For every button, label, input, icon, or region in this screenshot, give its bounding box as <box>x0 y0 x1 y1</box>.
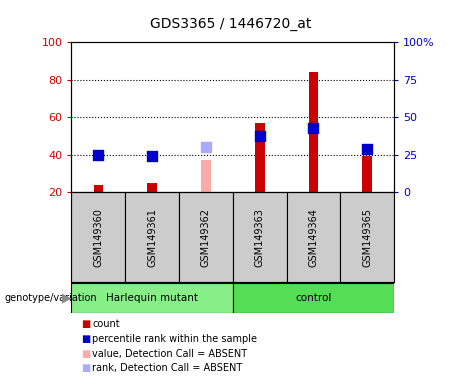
Text: GDS3365 / 1446720_at: GDS3365 / 1446720_at <box>150 17 311 31</box>
Bar <box>255 123 265 192</box>
Text: count: count <box>92 319 120 329</box>
Point <box>256 133 263 139</box>
Text: ▶: ▶ <box>62 291 71 305</box>
Text: ■: ■ <box>81 363 90 373</box>
Bar <box>71 192 125 282</box>
Bar <box>71 283 233 313</box>
Bar <box>233 192 287 282</box>
Bar <box>233 283 394 313</box>
Bar <box>201 160 211 192</box>
Bar <box>148 183 157 192</box>
Text: GSM149362: GSM149362 <box>201 208 211 266</box>
Point <box>202 144 210 150</box>
Text: genotype/variation: genotype/variation <box>5 293 97 303</box>
Text: ■: ■ <box>81 349 90 359</box>
Text: GSM149360: GSM149360 <box>93 208 103 266</box>
Bar <box>179 192 233 282</box>
Point <box>364 146 371 152</box>
Point <box>148 153 156 159</box>
Text: rank, Detection Call = ABSENT: rank, Detection Call = ABSENT <box>92 363 242 373</box>
Bar <box>309 72 318 192</box>
Bar <box>340 192 394 282</box>
Bar <box>287 192 340 282</box>
Point <box>95 152 102 158</box>
Bar <box>362 156 372 192</box>
Text: GSM149363: GSM149363 <box>254 208 265 266</box>
Point <box>310 125 317 131</box>
Text: ■: ■ <box>81 319 90 329</box>
Text: GSM149365: GSM149365 <box>362 208 372 266</box>
Text: GSM149361: GSM149361 <box>147 208 157 266</box>
Text: percentile rank within the sample: percentile rank within the sample <box>92 334 257 344</box>
Bar <box>94 185 103 192</box>
Text: Harlequin mutant: Harlequin mutant <box>106 293 198 303</box>
Text: value, Detection Call = ABSENT: value, Detection Call = ABSENT <box>92 349 247 359</box>
Text: GSM149364: GSM149364 <box>308 208 319 266</box>
Bar <box>125 192 179 282</box>
Text: control: control <box>296 293 331 303</box>
Text: ■: ■ <box>81 334 90 344</box>
